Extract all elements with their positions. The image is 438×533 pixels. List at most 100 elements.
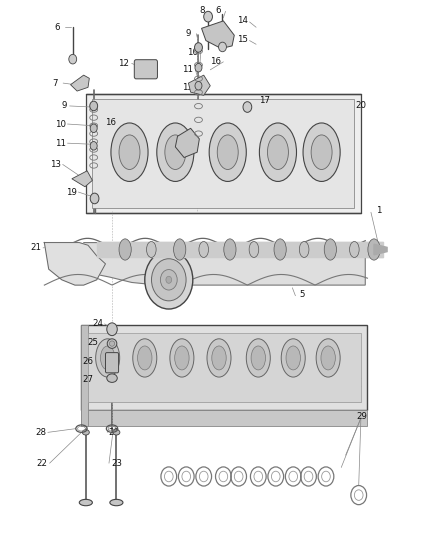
Circle shape — [195, 63, 202, 72]
FancyBboxPatch shape — [106, 353, 119, 373]
FancyBboxPatch shape — [134, 60, 157, 79]
Circle shape — [243, 102, 252, 112]
Circle shape — [90, 124, 97, 133]
Polygon shape — [44, 243, 106, 285]
Text: 21: 21 — [30, 244, 41, 253]
Text: 9: 9 — [186, 29, 191, 38]
Polygon shape — [188, 75, 210, 95]
Text: 16: 16 — [210, 58, 221, 66]
Polygon shape — [92, 99, 354, 208]
Ellipse shape — [350, 241, 359, 257]
Ellipse shape — [212, 346, 226, 370]
Ellipse shape — [147, 241, 156, 257]
Polygon shape — [72, 171, 92, 187]
Text: 11: 11 — [182, 66, 193, 74]
Polygon shape — [84, 243, 365, 285]
Ellipse shape — [281, 339, 305, 377]
Ellipse shape — [209, 123, 246, 181]
Text: 8: 8 — [200, 6, 205, 15]
Text: 13: 13 — [182, 83, 193, 92]
Ellipse shape — [110, 341, 115, 346]
Circle shape — [90, 101, 98, 111]
Ellipse shape — [107, 374, 117, 382]
Circle shape — [107, 323, 117, 336]
Text: 29: 29 — [357, 412, 367, 421]
Circle shape — [152, 259, 186, 301]
Ellipse shape — [251, 346, 265, 370]
Polygon shape — [201, 21, 234, 49]
Ellipse shape — [246, 339, 270, 377]
Text: 15: 15 — [237, 35, 248, 44]
Ellipse shape — [175, 346, 189, 370]
Text: 26: 26 — [82, 357, 94, 366]
Ellipse shape — [268, 135, 288, 169]
Ellipse shape — [274, 239, 286, 260]
Polygon shape — [88, 333, 361, 402]
Ellipse shape — [311, 135, 332, 169]
Circle shape — [145, 251, 193, 309]
Ellipse shape — [95, 339, 120, 377]
Text: 17: 17 — [259, 96, 270, 105]
Ellipse shape — [100, 346, 115, 370]
Ellipse shape — [170, 339, 194, 377]
Text: 2: 2 — [159, 276, 165, 285]
Circle shape — [195, 82, 202, 90]
Ellipse shape — [316, 339, 340, 377]
Text: 24: 24 — [92, 319, 103, 328]
Ellipse shape — [173, 239, 186, 260]
Text: 1: 1 — [376, 206, 381, 215]
Circle shape — [160, 270, 177, 290]
Text: 12: 12 — [118, 59, 129, 68]
Text: 28: 28 — [35, 428, 46, 437]
Polygon shape — [71, 75, 89, 91]
Ellipse shape — [82, 430, 89, 435]
Text: 4: 4 — [334, 270, 339, 279]
Text: 3: 3 — [170, 288, 176, 297]
Ellipse shape — [199, 241, 208, 257]
Text: 16: 16 — [105, 118, 116, 127]
Polygon shape — [374, 244, 387, 255]
Text: 23: 23 — [111, 459, 122, 467]
Polygon shape — [175, 128, 199, 158]
Text: 10: 10 — [56, 119, 67, 128]
Text: 9: 9 — [61, 101, 67, 110]
Circle shape — [166, 276, 172, 284]
Circle shape — [90, 142, 97, 150]
Ellipse shape — [207, 339, 231, 377]
Text: 6: 6 — [55, 23, 60, 32]
Ellipse shape — [79, 499, 92, 506]
Ellipse shape — [224, 239, 236, 260]
Ellipse shape — [138, 346, 152, 370]
Text: 5: 5 — [299, 289, 305, 298]
Ellipse shape — [111, 123, 148, 181]
Ellipse shape — [286, 346, 300, 370]
Text: 19: 19 — [66, 188, 77, 197]
Text: 7: 7 — [53, 78, 58, 87]
Ellipse shape — [119, 135, 140, 169]
Ellipse shape — [303, 123, 340, 181]
Ellipse shape — [119, 239, 131, 260]
Ellipse shape — [249, 241, 259, 257]
Circle shape — [219, 42, 226, 52]
Ellipse shape — [157, 123, 194, 181]
Polygon shape — [81, 325, 88, 426]
Text: 14: 14 — [237, 17, 248, 26]
Polygon shape — [81, 410, 367, 426]
Text: 13: 13 — [50, 160, 61, 169]
Circle shape — [204, 11, 212, 22]
Circle shape — [194, 43, 202, 52]
Text: 18: 18 — [166, 133, 177, 142]
Ellipse shape — [110, 499, 123, 506]
Circle shape — [90, 193, 99, 204]
Ellipse shape — [368, 239, 380, 260]
Text: 11: 11 — [56, 139, 67, 148]
Ellipse shape — [324, 239, 336, 260]
Text: 25: 25 — [87, 338, 98, 347]
Polygon shape — [81, 325, 367, 410]
Ellipse shape — [259, 123, 297, 181]
Ellipse shape — [165, 135, 186, 169]
Circle shape — [69, 54, 77, 64]
Ellipse shape — [321, 346, 336, 370]
Text: 10: 10 — [187, 48, 198, 56]
Ellipse shape — [299, 241, 309, 257]
